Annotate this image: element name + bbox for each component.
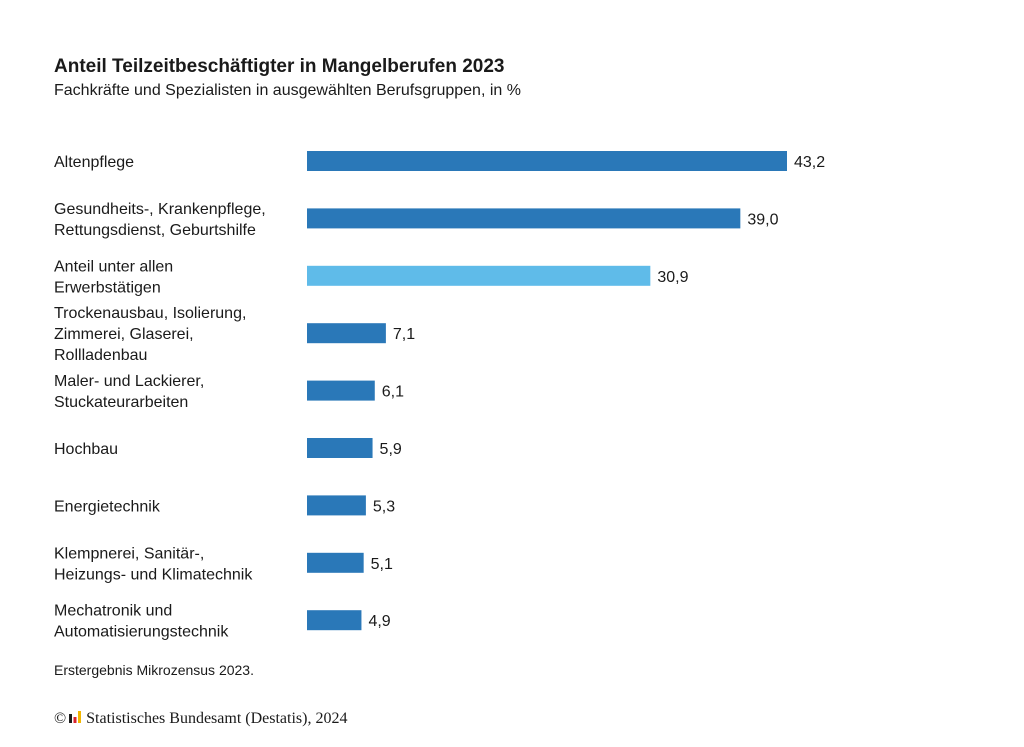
data-label: 7,1: [393, 326, 415, 343]
bar: [307, 380, 375, 401]
bar: [307, 552, 364, 573]
data-label: 5,1: [371, 556, 393, 573]
bar: [307, 323, 386, 344]
category-label: Mechatronik und Automatisierungstechnik: [54, 603, 229, 641]
bar: [307, 610, 362, 631]
bar: [307, 151, 787, 171]
chart-title: Anteil Teilzeitbeschäftigter in Mangelbe…: [54, 56, 505, 77]
copyright-symbol: ©: [54, 710, 67, 727]
category-label: Klempnerei, Sanitär-, Heizungs- und Klima…: [54, 545, 253, 583]
bar: [307, 438, 373, 458]
category-label: Trockenausbau, Isolierung, Zimmerei, Glas…: [54, 305, 246, 364]
category-label: Gesundheits-, Krankenpflege, Rettungsdien…: [54, 201, 266, 239]
footnote: Erstergebnis Mikrozensus 2023.: [54, 662, 254, 678]
data-label: 43,2: [794, 154, 825, 171]
source-text: Statistisches Bundesamt (Destatis), 2024: [86, 710, 348, 727]
category-label: Hochbau: [54, 441, 118, 458]
data-label: 5,9: [380, 441, 402, 458]
data-label: 30,9: [657, 269, 688, 286]
category-label: Anteil unter allen Erwerbstätigen: [54, 258, 173, 296]
bar: [307, 495, 366, 516]
data-label: 4,9: [368, 613, 390, 630]
bar: [307, 265, 651, 286]
chart-subtitle: Fachkräfte und Spezialisten in ausgewähl…: [54, 82, 521, 99]
category-label: Maler- und Lackierer, Stuckateurarbeiten: [54, 373, 204, 411]
category-label: Energietechnik: [54, 498, 161, 515]
source-line: © Statistisches Bundesamt (Destatis), 20…: [54, 710, 347, 728]
data-label: 6,1: [382, 384, 404, 401]
data-label: 39,0: [747, 211, 778, 228]
category-label: Altenpflege: [54, 154, 134, 171]
data-label: 5,3: [373, 498, 395, 515]
destatis-logo-icon: [68, 710, 82, 728]
bar: [307, 208, 741, 229]
